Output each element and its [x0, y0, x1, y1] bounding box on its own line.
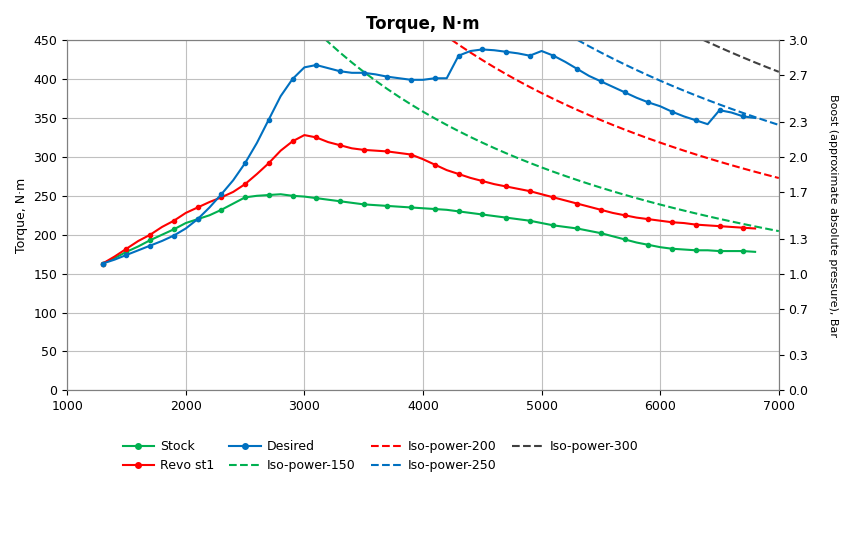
Y-axis label: Torque, N·m: Torque, N·m [15, 178, 28, 253]
Y-axis label: Boost (approximate absolute pressure), Bar: Boost (approximate absolute pressure), B… [827, 94, 837, 337]
Legend: Stock, Revo st1, Desired, Iso-power-150, Iso-power-200, Iso-power-250, Iso-power: Stock, Revo st1, Desired, Iso-power-150,… [118, 435, 642, 477]
Title: Torque, N·m: Torque, N·m [366, 15, 479, 33]
